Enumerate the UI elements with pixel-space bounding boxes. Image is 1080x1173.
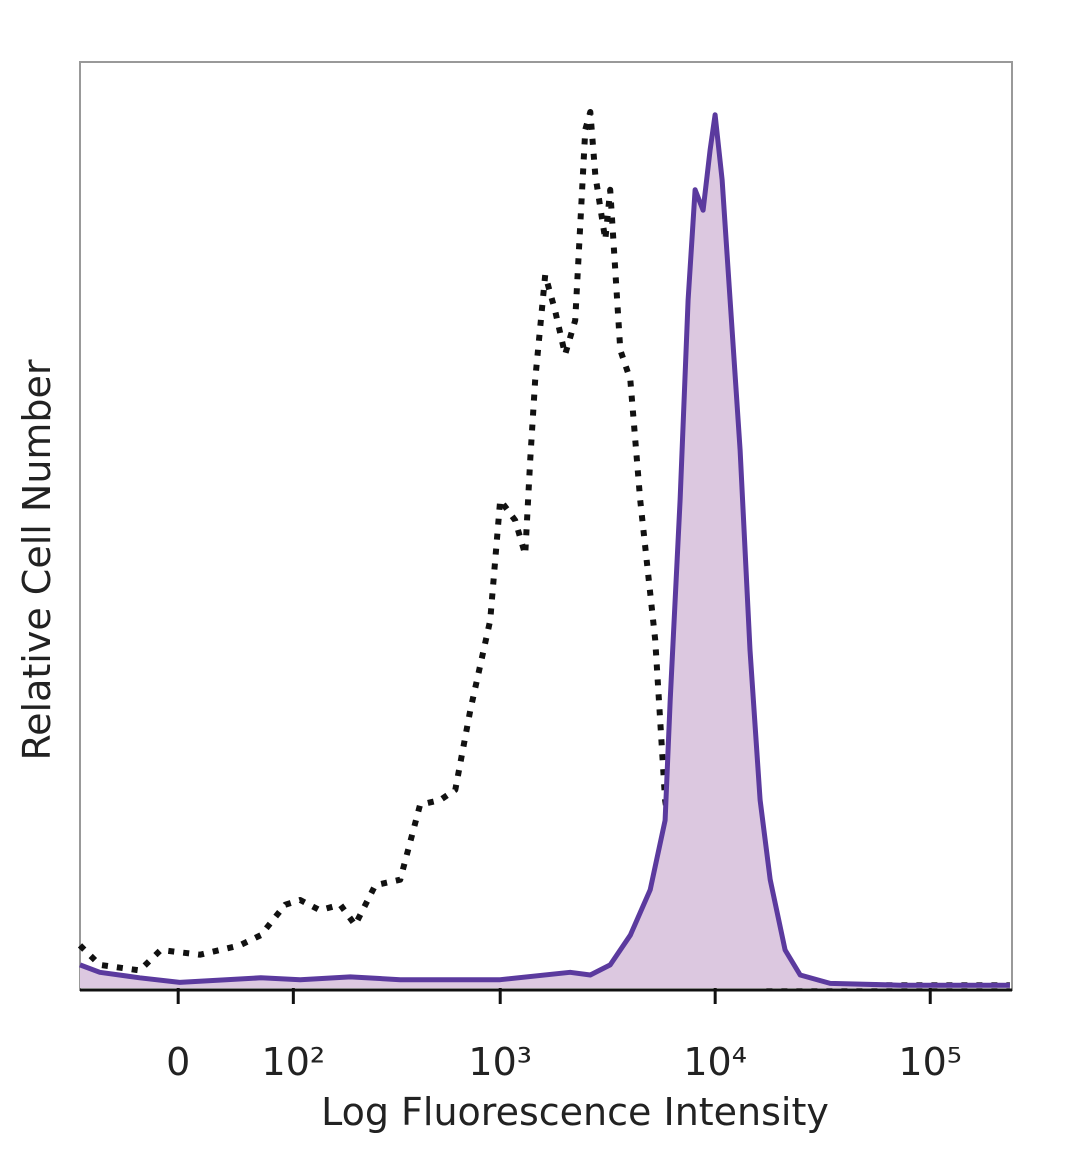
x-axis-label: Log Fluorescence Intensity [321, 1090, 829, 1134]
plot-frame [79, 61, 1013, 991]
x-tick-label: 0 [166, 1040, 190, 1084]
dotted-line [77, 109, 1010, 989]
x-tick-label: 10² [262, 1040, 326, 1084]
x-tick-label: 10⁴ [683, 1040, 747, 1084]
y-axis-label: Relative Cell Number [15, 359, 59, 760]
x-tick-label: 10⁵ [898, 1040, 962, 1084]
x-tick-label: 10³ [468, 1040, 532, 1084]
line [79, 112, 1010, 988]
